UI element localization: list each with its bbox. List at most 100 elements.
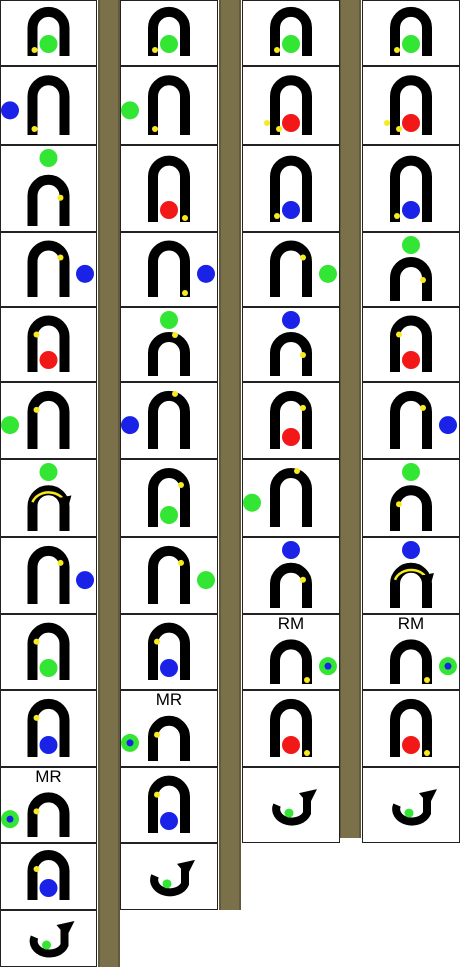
cell-frame bbox=[242, 614, 340, 690]
yellow-marker bbox=[384, 120, 390, 126]
arch-shape bbox=[27, 6, 70, 56]
cell bbox=[120, 843, 218, 910]
cell bbox=[120, 767, 218, 843]
yellow-marker bbox=[57, 559, 64, 566]
green-ball bbox=[243, 493, 261, 512]
arch-shape bbox=[27, 174, 70, 226]
arch-shape bbox=[270, 562, 312, 608]
yellow-marker bbox=[33, 714, 40, 721]
cell bbox=[362, 145, 460, 232]
yellow-marker bbox=[172, 332, 178, 338]
cell-label: MR bbox=[156, 690, 182, 709]
cell: MR bbox=[0, 767, 97, 843]
cell bbox=[0, 537, 97, 614]
yellow-marker bbox=[294, 468, 300, 475]
yellow-marker bbox=[396, 331, 402, 338]
arch-shape bbox=[148, 6, 190, 56]
cell bbox=[242, 145, 340, 232]
arch-shape bbox=[27, 850, 70, 900]
blue-ball bbox=[76, 264, 94, 283]
blue-core bbox=[444, 662, 452, 670]
cell bbox=[0, 614, 97, 690]
cell bbox=[242, 66, 340, 145]
arch-shape bbox=[27, 240, 70, 297]
red-ball bbox=[402, 736, 420, 754]
red-ball bbox=[39, 351, 58, 369]
cell bbox=[362, 382, 460, 459]
cell bbox=[120, 537, 218, 614]
arch-shape bbox=[27, 545, 70, 604]
green-ball bbox=[39, 463, 58, 481]
cell bbox=[0, 382, 97, 459]
blue-core bbox=[324, 662, 332, 670]
blue-ball bbox=[76, 571, 94, 590]
cell-frame bbox=[0, 910, 97, 967]
yellow-marker bbox=[304, 750, 310, 756]
arch-shape bbox=[27, 315, 70, 372]
yellow-marker bbox=[424, 750, 430, 756]
cell-frame bbox=[362, 614, 460, 690]
blue-ball bbox=[160, 812, 178, 830]
arch-shape bbox=[390, 257, 432, 301]
hook-tip bbox=[177, 859, 195, 876]
yellow-marker bbox=[33, 808, 40, 815]
yellow-marker bbox=[300, 254, 306, 261]
cell bbox=[242, 690, 340, 767]
rotation-arrow bbox=[393, 568, 434, 590]
yellow-marker bbox=[300, 404, 306, 411]
hook-tip bbox=[56, 921, 75, 938]
rotation-arrow bbox=[31, 491, 72, 512]
arch-shape bbox=[270, 390, 312, 449]
cell-label: MR bbox=[35, 767, 61, 786]
green-ball bbox=[39, 35, 58, 53]
hook-shape bbox=[272, 797, 311, 826]
cell bbox=[242, 0, 340, 66]
green-ball bbox=[402, 463, 420, 481]
red-ball bbox=[160, 201, 178, 219]
arch-shape bbox=[390, 155, 432, 222]
yellow-marker bbox=[264, 120, 270, 126]
cell: RM bbox=[242, 614, 340, 690]
cell bbox=[120, 459, 218, 537]
hook-tip bbox=[419, 789, 437, 806]
yellow-marker bbox=[33, 638, 40, 645]
red-ball bbox=[402, 114, 420, 132]
cell bbox=[242, 537, 340, 614]
cell: MR bbox=[120, 690, 218, 767]
cell-frame bbox=[0, 767, 97, 843]
green-ball bbox=[197, 571, 215, 590]
yellow-marker bbox=[178, 482, 184, 489]
arch-shape bbox=[148, 240, 190, 297]
cell bbox=[242, 232, 340, 307]
arch-shape bbox=[270, 639, 312, 684]
arch-shape bbox=[390, 698, 432, 757]
yellow-marker bbox=[172, 390, 178, 397]
cell-frame bbox=[120, 690, 218, 767]
arch-shape bbox=[270, 240, 312, 297]
cell bbox=[0, 0, 97, 66]
yellow-marker bbox=[31, 47, 38, 53]
yellow-marker bbox=[33, 406, 40, 413]
yellow-marker bbox=[152, 47, 158, 53]
column-4: RM bbox=[362, 0, 460, 843]
blue-core bbox=[126, 739, 134, 747]
cell bbox=[0, 232, 97, 307]
yellow-marker bbox=[154, 791, 160, 798]
arch-shape bbox=[270, 155, 312, 222]
blue-ball bbox=[439, 416, 457, 435]
cell bbox=[362, 307, 460, 382]
cell bbox=[0, 66, 97, 145]
yellow-marker bbox=[420, 404, 426, 411]
cell bbox=[120, 66, 218, 145]
green-ball bbox=[42, 940, 51, 950]
yellow-marker bbox=[396, 501, 402, 508]
green-ball bbox=[39, 149, 58, 167]
arch-shape bbox=[148, 390, 190, 449]
arch-shape bbox=[390, 315, 432, 372]
red-ball bbox=[282, 114, 300, 132]
column-divider bbox=[339, 0, 361, 838]
red-ball bbox=[282, 736, 300, 754]
hook-tip bbox=[299, 789, 317, 806]
green-ball bbox=[160, 311, 178, 329]
